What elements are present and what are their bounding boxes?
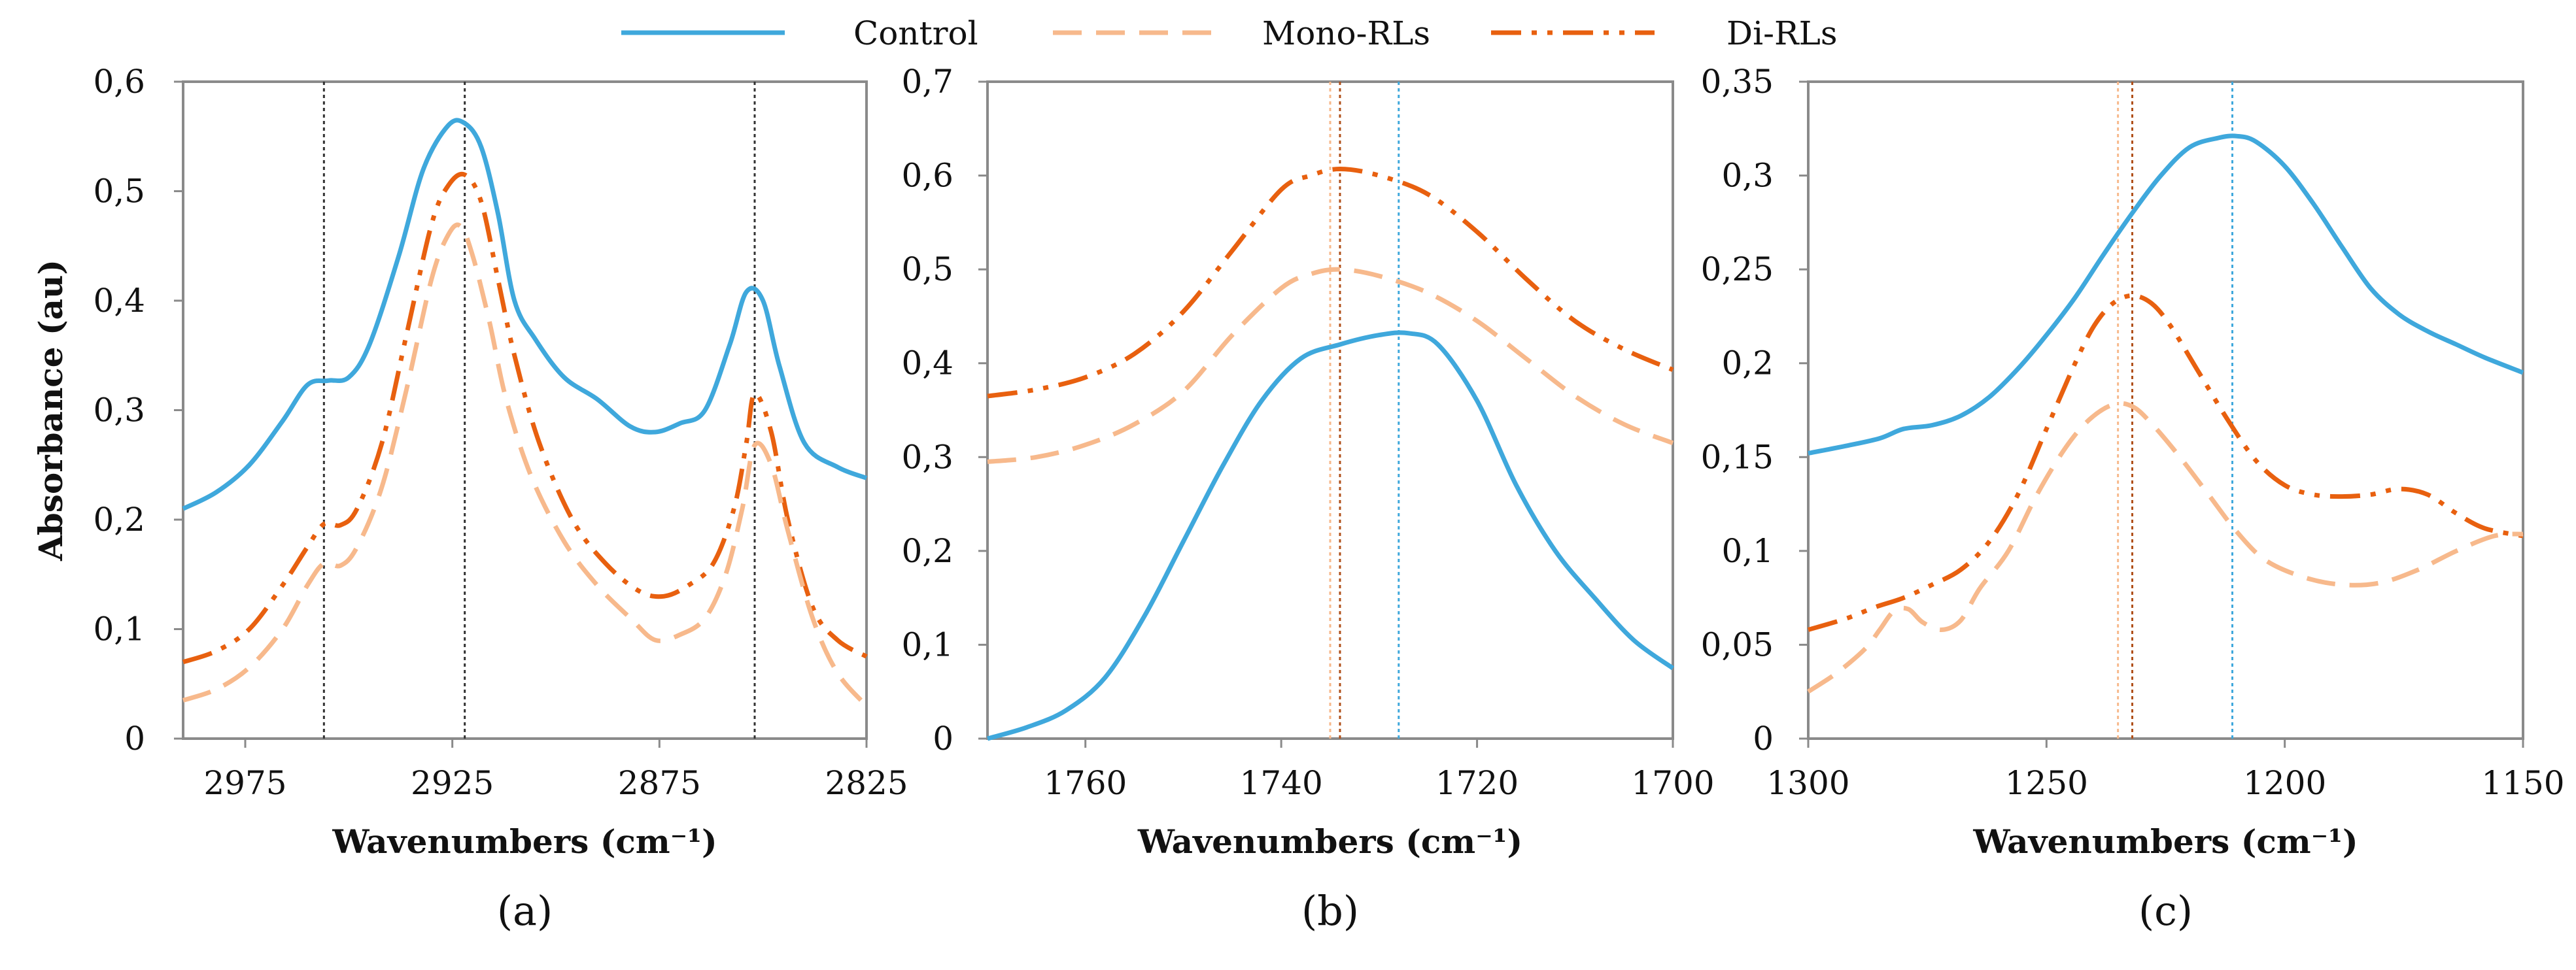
x-tick-label: 2925 <box>411 764 494 802</box>
series-line-di-rls <box>182 171 868 665</box>
y-tick-label: 0,2 <box>1721 344 1774 382</box>
y-tick-label: 0,25 <box>1701 250 1774 288</box>
series-line-mono-rls <box>987 267 1674 464</box>
x-tick-label: 1150 <box>2481 764 2564 802</box>
x-tick-label: 1760 <box>1044 764 1127 802</box>
y-tick-label: 0,15 <box>1701 438 1774 476</box>
x-axis-title: Wavenumbers (cm⁻¹) <box>1137 822 1522 861</box>
y-tick-label: 0,2 <box>901 532 953 570</box>
series-line-control <box>1808 133 2524 456</box>
x-tick-label: 1720 <box>1435 764 1519 802</box>
series-line-control <box>987 330 1675 741</box>
y-tick-label: 0,1 <box>901 626 953 663</box>
y-tick-label: 0,35 <box>1701 63 1774 101</box>
legend-label-mono-rls: Mono-RLs <box>1262 14 1430 52</box>
y-tick-label: 0 <box>933 720 953 758</box>
x-tick-label: 2975 <box>203 764 286 802</box>
x-tick-label: 1740 <box>1240 764 1323 802</box>
series-line-di-rls <box>1807 293 2524 632</box>
legend-label-di-rls: Di-RLs <box>1726 14 1837 52</box>
series-line-control <box>182 118 868 511</box>
y-tick-label: 0,5 <box>93 173 145 210</box>
y-tick-label: 0,1 <box>1721 532 1774 570</box>
y-tick-label: 0,5 <box>901 250 953 288</box>
y-tick-label: 0,6 <box>93 63 145 101</box>
plot-area-frame <box>1807 80 2524 740</box>
y-tick-label: 0,3 <box>1721 157 1774 195</box>
x-axis-title: Wavenumbers (cm⁻¹) <box>332 822 717 861</box>
series-line-mono-rls <box>1807 401 2524 694</box>
panel-label: (c) <box>2138 887 2193 935</box>
y-axis-title: Absorbance (au) <box>31 259 70 561</box>
x-tick-label: 1250 <box>2005 764 2088 802</box>
x-tick-label: 1300 <box>1766 764 1849 802</box>
x-tick-label: 1200 <box>2243 764 2326 802</box>
y-tick-label: 0,4 <box>93 282 145 320</box>
y-tick-label: 0,3 <box>93 392 145 429</box>
series-line-mono-rls <box>182 222 868 708</box>
series-line-di-rls <box>987 167 1674 399</box>
y-tick-label: 0,2 <box>93 501 145 539</box>
y-tick-label: 0,6 <box>901 157 953 195</box>
y-tick-label: 0,05 <box>1701 626 1774 663</box>
x-axis-title: Wavenumbers (cm⁻¹) <box>1972 822 2358 861</box>
legend-label-control: Control <box>853 14 978 52</box>
panel-label: (b) <box>1301 887 1359 935</box>
y-tick-label: 0 <box>124 720 145 758</box>
y-tick-label: 0,7 <box>901 63 953 101</box>
y-tick-label: 0,3 <box>901 438 953 476</box>
y-tick-label: 0,4 <box>901 344 953 382</box>
x-tick-label: 2825 <box>825 764 908 802</box>
x-tick-label: 1700 <box>1631 764 1714 802</box>
panel-b: 0 0,1 0,2 0,3 0,4 0,5 0,6 0,7 1760 1740 1720 1700 Wa… <box>901 63 1714 935</box>
panel-label: (a) <box>497 887 553 935</box>
legend: Control Mono-RLs Di-RLs <box>621 14 1837 52</box>
y-tick-label: 0,1 <box>93 610 145 648</box>
panel-a: 0 0,1 0,2 0,3 0,4 0,5 0,6 2975 2925 2875 2825 Waven… <box>31 63 908 935</box>
y-tick-label: 0 <box>1753 720 1774 758</box>
x-tick-label: 2875 <box>618 764 701 802</box>
panel-c: 0 0,05 0,1 0,15 0,2 0,25 0,3 0,35 1300 1250 1200 11… <box>1701 63 2565 935</box>
